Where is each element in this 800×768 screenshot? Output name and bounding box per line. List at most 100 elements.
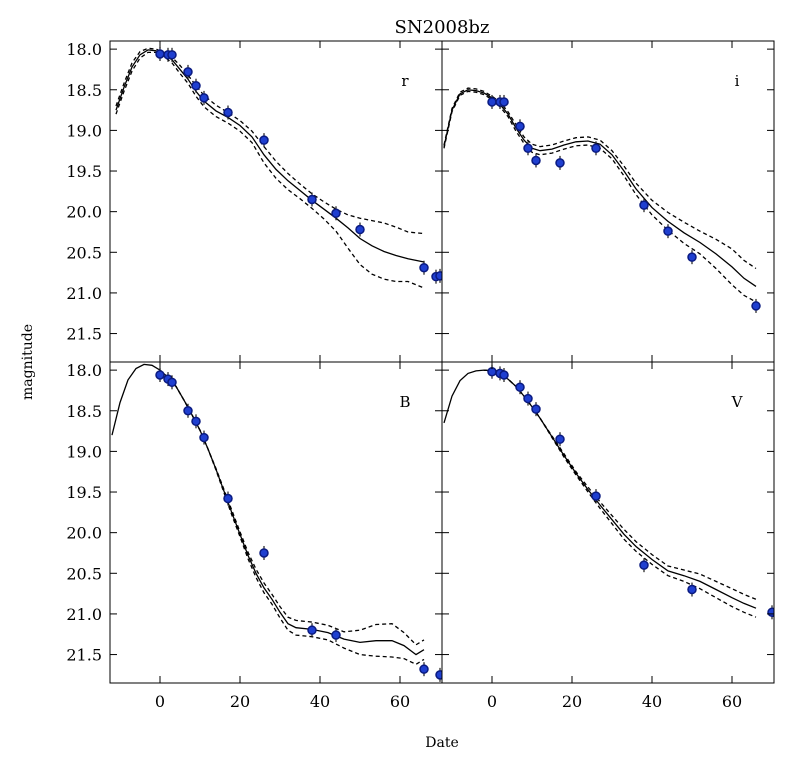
y-tick-label: 18.5	[66, 402, 102, 421]
y-tick-label: 18.5	[66, 81, 102, 100]
data-point	[259, 548, 269, 558]
data-point	[591, 143, 601, 154]
model-lower-envelope	[443, 90, 757, 303]
panel-plot-area	[443, 87, 761, 313]
x-axis-title: Date	[425, 735, 458, 751]
model-upper-envelope	[115, 47, 425, 235]
data-point	[639, 560, 649, 570]
data-point	[223, 493, 233, 504]
data-point	[531, 155, 541, 166]
data-point	[515, 121, 525, 132]
model-curve	[111, 363, 425, 656]
band-label: V	[731, 393, 744, 411]
data-point	[419, 262, 429, 273]
model-lower-envelope	[159, 369, 425, 666]
data-point	[419, 664, 429, 674]
data-point	[767, 607, 774, 618]
panel-frame	[441, 361, 775, 684]
x-tick-label: 20	[562, 692, 582, 711]
data-point	[591, 491, 601, 501]
data-point	[523, 393, 533, 404]
x-tick-label: 60	[390, 692, 410, 711]
y-tick-label: 20.0	[66, 203, 102, 222]
model-upper-envelope	[443, 87, 757, 270]
panel-plot-area	[115, 47, 442, 289]
data-point	[555, 434, 565, 444]
x-tick-label: 20	[230, 692, 250, 711]
panel-plot-area	[443, 364, 774, 620]
model-upper-envelope	[159, 369, 425, 646]
panel-B: B 18.0 18.5 19.0 19.5 20.0 20.5 21.0 21.5 0 20 40 60	[66, 361, 443, 711]
y-tick-label: 20.5	[66, 243, 102, 262]
data-point	[435, 670, 442, 680]
y-tick-label: 21.5	[66, 646, 102, 665]
data-point	[499, 97, 509, 107]
panel-r: r 18.0 18.5 19.0 19.5 20.0 20.5 21.0 21.5	[66, 40, 443, 363]
panel-i: i	[441, 40, 775, 363]
y-tick-label: 19.5	[66, 483, 102, 502]
data-point	[259, 135, 269, 145]
model-curve	[443, 369, 757, 609]
data-point	[515, 382, 525, 392]
x-tick-label: 40	[642, 692, 662, 711]
panel-V: V 0 20 40 60	[441, 361, 775, 711]
model-curve	[115, 49, 425, 263]
data-point	[555, 158, 565, 168]
y-tick-label: 19.5	[66, 162, 102, 181]
band-label: r	[401, 72, 409, 90]
data-point	[435, 271, 442, 281]
band-label: B	[399, 393, 410, 411]
data-point	[531, 404, 541, 414]
data-point	[355, 224, 365, 235]
x-tick-label: 60	[722, 692, 742, 711]
data-point	[663, 226, 673, 236]
data-point	[639, 200, 649, 210]
chart-title: SN2008bz	[395, 17, 490, 38]
panels-group: r 18.0 18.5 19.0 19.5 20.0 20.5 21.0 21.5 i B 18.0 1…	[66, 40, 775, 711]
data-point	[223, 107, 233, 118]
data-point	[499, 370, 509, 380]
data-point	[523, 143, 533, 154]
y-tick-label: 18.0	[66, 361, 102, 380]
data-point	[331, 630, 341, 640]
data-point	[307, 625, 317, 635]
band-label: i	[735, 72, 740, 90]
y-tick-label: 19.0	[66, 121, 102, 140]
x-tick-label: 0	[487, 692, 497, 711]
data-point	[331, 208, 341, 219]
y-tick-label: 21.5	[66, 325, 102, 344]
data-point	[191, 416, 201, 427]
data-point	[167, 377, 177, 388]
data-point	[155, 49, 165, 59]
panel-frame	[441, 40, 775, 363]
model-lower-envelope	[115, 51, 425, 289]
data-point	[687, 584, 697, 595]
y-tick-label: 21.0	[66, 284, 102, 303]
data-point	[199, 93, 209, 103]
panel-frame	[109, 361, 443, 684]
panel-frame	[109, 40, 443, 363]
data-point	[307, 194, 317, 205]
data-point	[183, 67, 193, 77]
data-point	[199, 432, 209, 443]
data-point	[191, 80, 201, 91]
y-tick-label: 20.0	[66, 524, 102, 543]
panel-plot-area	[111, 363, 442, 682]
y-tick-label: 18.0	[66, 40, 102, 59]
y-tick-label: 21.0	[66, 605, 102, 624]
data-point	[183, 406, 193, 416]
data-point	[487, 97, 497, 107]
data-point	[155, 370, 165, 380]
data-point	[687, 252, 697, 262]
y-axis-title: magnitude	[20, 324, 36, 400]
data-point	[167, 50, 177, 60]
y-tick-label: 19.0	[66, 442, 102, 461]
y-tick-label: 20.5	[66, 564, 102, 583]
x-tick-label: 0	[155, 692, 165, 711]
model-curve	[443, 89, 757, 287]
data-point	[751, 301, 761, 311]
model-upper-envelope	[483, 369, 757, 600]
model-lower-envelope	[483, 369, 757, 618]
x-tick-label: 40	[310, 692, 330, 711]
